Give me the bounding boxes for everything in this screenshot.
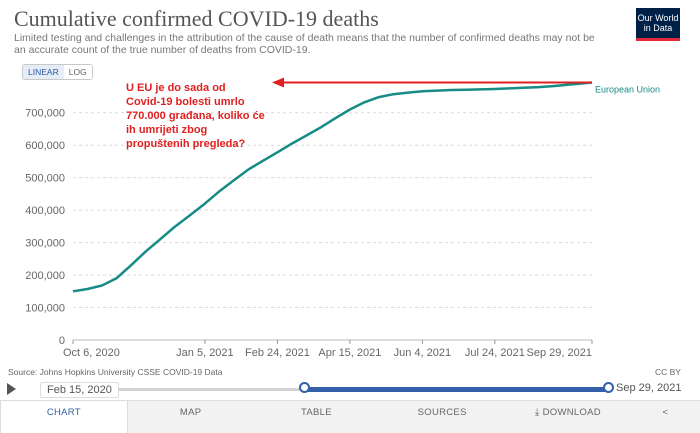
y-tick-label: 500,000 (25, 173, 65, 185)
y-tick-label: 200,000 (25, 270, 65, 282)
y-tick-label: 100,000 (25, 303, 65, 315)
line-chart: 0 100,000 200,000 300,000 400,000 500,000 600,… (25, 77, 660, 359)
license-label[interactable]: CC BY (655, 367, 681, 377)
timeline-start-handle[interactable] (299, 382, 311, 393)
annotation-text: U EU je do sada od Covid-19 bolesti umrlo… (126, 82, 265, 150)
x-tick-label: Feb 24, 2021 (245, 347, 310, 359)
y-tick-label: 700,000 (25, 108, 65, 120)
share-button[interactable]: < (631, 401, 700, 433)
scale-toggle: LINEAR LOG (22, 64, 93, 80)
tab-download[interactable]: ⤓ DOWNLOAD (505, 401, 631, 433)
timeline-end-handle[interactable] (603, 382, 614, 393)
share-icon: < (662, 407, 669, 418)
log-scale-button[interactable]: LOG (63, 65, 92, 79)
x-tick-label: Oct 6, 2020 (63, 347, 120, 359)
y-tick-label: 400,000 (25, 205, 65, 217)
x-tick-label: Jul 24, 2021 (465, 347, 525, 359)
x-tick-label: Jun 4, 2021 (394, 347, 452, 359)
timeline-end-date: Sep 29, 2021 (616, 382, 682, 394)
chart-title: Cumulative confirmed COVID-19 deaths (14, 6, 379, 31)
owid-logo[interactable]: Our World in Data (636, 8, 680, 41)
series-label-european-union[interactable]: European Union (595, 85, 660, 95)
tab-map[interactable]: MAP (179, 407, 202, 418)
y-axis-ticks: 0 100,000 200,000 300,000 400,000 500,000 600,… (25, 108, 65, 347)
tab-sources[interactable]: SOURCES (417, 407, 467, 418)
annotation-arrow-head (272, 77, 284, 88)
download-icon: ⤓ (534, 407, 540, 418)
source-note: Source: Johns Hopkins University CSSE CO… (8, 367, 223, 377)
timeline: Feb 15, 2020 Sep 29, 2021 (0, 378, 700, 400)
timeline-start-date[interactable]: Feb 15, 2020 (40, 382, 119, 398)
timeline-selected-range[interactable] (304, 387, 608, 392)
play-icon[interactable] (7, 383, 16, 395)
tab-download-label: DOWNLOAD (542, 407, 601, 418)
y-tick-label: 0 (59, 335, 65, 347)
tab-chart[interactable]: CHART (0, 401, 128, 433)
chart-subtitle: Limited testing and challenges in the at… (14, 32, 595, 56)
x-tick-label: Apr 15, 2021 (318, 347, 381, 359)
series-line-european-union[interactable] (72, 81, 593, 293)
chart-tabs: CHART MAP TABLE SOURCES ⤓ DOWNLOAD < (0, 400, 700, 433)
x-tick-label: Sep 29, 2021 (527, 347, 592, 359)
logo-line-2: in Data (643, 23, 673, 33)
y-tick-label: 300,000 (25, 238, 65, 250)
tab-table[interactable]: TABLE (300, 407, 332, 418)
y-tick-label: 600,000 (25, 140, 65, 152)
x-axis-ticks: Oct 6, 2020 Jan 5, 2021 Feb 24, 2021 Apr 15… (63, 340, 593, 359)
logo-line-1: Our World (637, 13, 679, 23)
grid-lines (73, 112, 592, 341)
x-tick-label: Jan 5, 2021 (176, 347, 234, 359)
